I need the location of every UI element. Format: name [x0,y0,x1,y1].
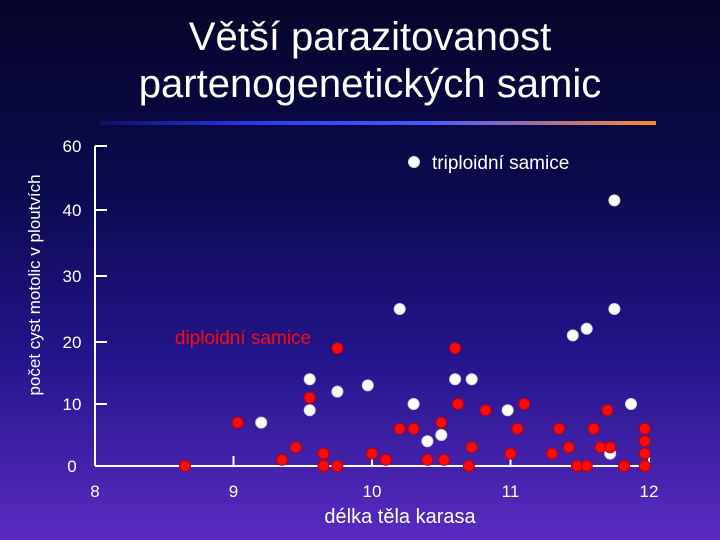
diploid-point [379,453,392,466]
diploid-point [465,441,478,454]
diploid-point [587,422,600,435]
y-tick-label: 10 [63,395,82,414]
x-tick-label: 10 [363,482,382,501]
diploid-point [562,441,575,454]
diploid-point [462,460,475,472]
diploid-point [449,342,462,355]
triploid-point [435,429,448,441]
y-tick-label: 20 [63,333,82,352]
diploid-point [618,460,631,472]
series-annotation: diploidní samice [175,328,311,349]
diploid-point [601,404,614,417]
diploid-point [435,416,448,429]
diploid-point [638,422,651,435]
diploid-point [553,422,565,435]
diploid-point [331,460,344,472]
triploid-point [625,398,637,410]
diploid-point [421,453,434,466]
legend-label: triploidní samice [432,153,569,174]
diploid-point [580,460,593,472]
diploid-point [366,447,378,460]
triploid-point [608,194,621,207]
diploid-point [504,447,517,460]
x-tick-label: 12 [640,482,659,501]
triploid-point [303,373,316,386]
triploid-point [303,404,316,417]
diploid-point [438,453,450,466]
triploid-point [465,373,478,386]
triploid-point [331,385,344,398]
triploid-point [393,303,406,315]
page-title: Větší parazitovanost partenogenetických … [138,15,602,106]
diploid-point [638,447,651,460]
x-tick-label: 11 [502,482,520,501]
diploid-point [393,422,406,435]
legend-marker [408,156,420,168]
triploid-point [255,416,268,429]
diploid-point [331,342,344,355]
triploid-point [361,379,374,392]
triploid-point [566,329,579,342]
diploid-point [518,398,531,410]
diploid-point [303,391,316,404]
triploid-point [407,398,420,410]
diploid-point [638,435,651,448]
x-tick-label: 8 [90,482,99,501]
triploid-point [608,303,621,315]
y-tick-label: 0 [67,457,76,476]
triploid-point [421,435,434,448]
triploid-point [580,322,593,335]
diploid-point [231,416,244,429]
diploid-point [317,460,330,472]
y-tick-label: 60 [63,137,82,156]
diploid-point [479,404,492,417]
x-axis-title: délka těla karasa [324,506,476,528]
diploid-point [317,447,330,460]
y-tick-label: 30 [63,267,82,286]
title-underline [100,121,656,125]
triploid-point [449,373,462,386]
diploid-point [179,460,191,472]
diploid-point [451,398,464,410]
y-tick-label: 40 [63,201,82,220]
diploid-point [638,460,651,472]
diploid-point [546,447,559,460]
diploid-point [276,453,288,466]
diploid-point [407,422,420,435]
x-tick-label: 9 [229,482,238,501]
diploid-point [289,441,302,454]
triploid-point [501,404,514,417]
diploid-point [511,422,524,435]
diploid-point [604,441,617,454]
